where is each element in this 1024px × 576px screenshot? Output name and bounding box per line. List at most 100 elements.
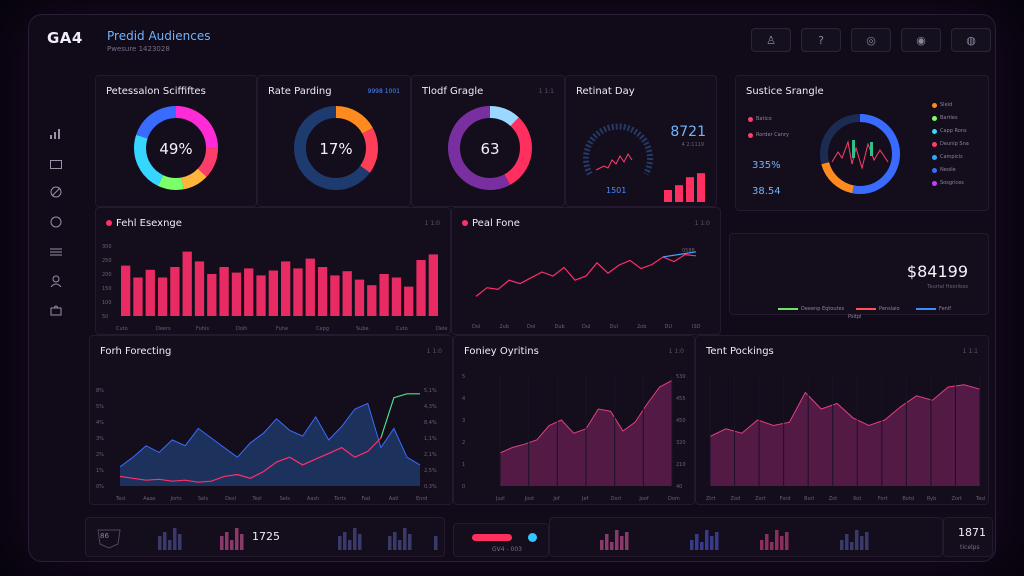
y-tick-right: 530: [676, 374, 686, 380]
series-line: [475, 253, 697, 297]
panel-title: Tent Pockings: [706, 346, 774, 357]
end-label: 0588: [682, 248, 695, 254]
user-button[interactable]: ◍: [951, 28, 991, 52]
footer-right-strip: [549, 517, 943, 557]
mini-bar: [785, 532, 789, 550]
mini-bar: [850, 542, 854, 550]
x-tick: Aaas: [143, 496, 156, 502]
x-tick: Kot: [853, 496, 861, 502]
legend-label: Penslaio: [879, 306, 900, 312]
bar: [330, 275, 340, 316]
bar: [182, 251, 192, 316]
footer-toggle-strip[interactable]: GV4 - 003: [453, 523, 549, 557]
y-tick: 1%: [96, 468, 104, 474]
total-panel[interactable]: $84199 Teurtal Heoribes Deeenp Eqtoutes …: [729, 233, 989, 320]
mini-bar: [705, 530, 709, 550]
x-tick: Desl: [225, 496, 236, 502]
kpi-card-1[interactable]: Petessalon Sciffiftes 49%: [95, 75, 257, 207]
legend-line: [856, 308, 876, 310]
legend-line: [778, 308, 798, 310]
legend-label: Deeenp Eqtoutes: [801, 306, 845, 312]
list-icon[interactable]: [47, 245, 65, 259]
settings-button[interactable]: ◉: [901, 28, 941, 52]
y-tick-right: 450: [676, 418, 686, 424]
bar: [121, 265, 131, 316]
x-tick: DU: [665, 324, 673, 330]
kpi-title: Tlodf Gragle: [422, 86, 484, 97]
mini-bar: [235, 528, 239, 550]
target-icon[interactable]: [47, 185, 65, 199]
x-tick: Fuhis: [196, 326, 209, 332]
x-tick: Jef: [581, 496, 589, 502]
x-tick: Ford: [780, 496, 791, 502]
bar: [367, 285, 377, 316]
kpi-bottom-value: 1501: [606, 186, 627, 195]
bar-chart-icon[interactable]: [47, 127, 65, 141]
bell-button[interactable]: ♙: [751, 28, 791, 52]
x-tick: Zot: [829, 496, 837, 502]
legend-item: Neoile: [932, 167, 956, 173]
fehl-exchange-panel[interactable]: Fehl Esexnge 1 1:0 300 250 200 150 100 50 Cuto…: [95, 207, 451, 335]
legend-label: Sleid: [940, 102, 953, 108]
tent-packings-panel[interactable]: Tent Pockings 1 1:1 Ztrt Zod Zort Ford Borl Z…: [695, 335, 989, 505]
bar: [231, 272, 242, 316]
mini-bar: [434, 536, 438, 550]
mini-bar: [775, 530, 779, 550]
legend-item: Deunip Sna: [932, 141, 969, 147]
gauge-chart: [583, 123, 653, 176]
bar: [293, 268, 303, 316]
series-dot: [462, 220, 468, 226]
globe-button[interactable]: ◎: [851, 28, 891, 52]
source-panel[interactable]: Sustice Srangle Batico Rorder Canry 335%…: [735, 75, 989, 211]
area-line: [709, 384, 981, 437]
x-tick: Borl: [804, 496, 814, 502]
legend-dot: [748, 132, 753, 138]
kpi-card-2[interactable]: Rate Parding 9998 1001 17%: [257, 75, 411, 207]
panel-title: Forh Forecting: [100, 346, 172, 357]
mini-bar: [686, 177, 694, 202]
folder-icon[interactable]: [47, 157, 65, 171]
x-tick: Juzl: [495, 496, 505, 502]
y-tick-right: 320: [676, 440, 686, 446]
forecasting-panel[interactable]: Forh Forecting 1 1:0 8% 5% 4% 3% 2% 1% 0% 5,1% 4…: [89, 335, 453, 505]
footer-mini-charts: [158, 528, 438, 550]
x-tick: Dol: [472, 324, 480, 330]
x-tick: Tesl: [975, 496, 985, 502]
people-icon[interactable]: [47, 274, 65, 288]
bar: [145, 269, 155, 316]
legend-label: Rorder Canry: [756, 132, 789, 138]
legend-label: Batico: [756, 116, 772, 122]
mini-bar: [625, 532, 629, 550]
help-button[interactable]: ?: [801, 28, 841, 52]
peal-fone-panel[interactable]: Peal Fone 1 1:0 0588 Dol 2ub Dol Dub Dul Dul 2o…: [451, 207, 721, 335]
kpi-title: Petessalon Sciffiftes: [106, 86, 206, 97]
mini-bar: [225, 532, 229, 550]
donut-segment: [294, 106, 378, 190]
toggle-knob[interactable]: [528, 533, 537, 542]
mini-bar: [240, 534, 244, 550]
legend-label: Deunip Sna: [940, 141, 969, 147]
mini-bar: [845, 534, 849, 550]
toggle-track[interactable]: [472, 534, 512, 541]
x-tick: Cepg: [316, 326, 329, 332]
legend-dot: [932, 115, 937, 121]
mini-bar: [163, 532, 167, 550]
kpi-card-4[interactable]: Retinat Day 8721 4 2:1119 1501: [565, 75, 717, 207]
y-tick-right: 40: [676, 484, 682, 490]
circle-icon[interactable]: [47, 215, 65, 229]
y-tick-right: 455: [676, 396, 686, 402]
settings-icon: ◉: [916, 33, 926, 47]
kpi-value: 63: [480, 140, 500, 158]
bag-icon[interactable]: [47, 303, 65, 317]
mini-bar: [158, 536, 162, 550]
x-tick: ISD: [692, 324, 701, 330]
y-tick-right: 8,4%: [424, 420, 437, 426]
foniey-outline-panel[interactable]: Foniey Oyritins 1 1:0 5 4 3 2 1 0 530 455 450 320…: [453, 335, 695, 505]
footer-left-strip: 86 1725: [85, 517, 445, 557]
x-tick: Dol: [527, 324, 535, 330]
footer-count-card: 1871 ticelps: [943, 517, 993, 557]
legend-item: Campicis: [932, 154, 963, 160]
kpi-card-3[interactable]: Tlodf Gragle 1 1:1 63: [411, 75, 565, 207]
mini-bar: [348, 540, 352, 550]
